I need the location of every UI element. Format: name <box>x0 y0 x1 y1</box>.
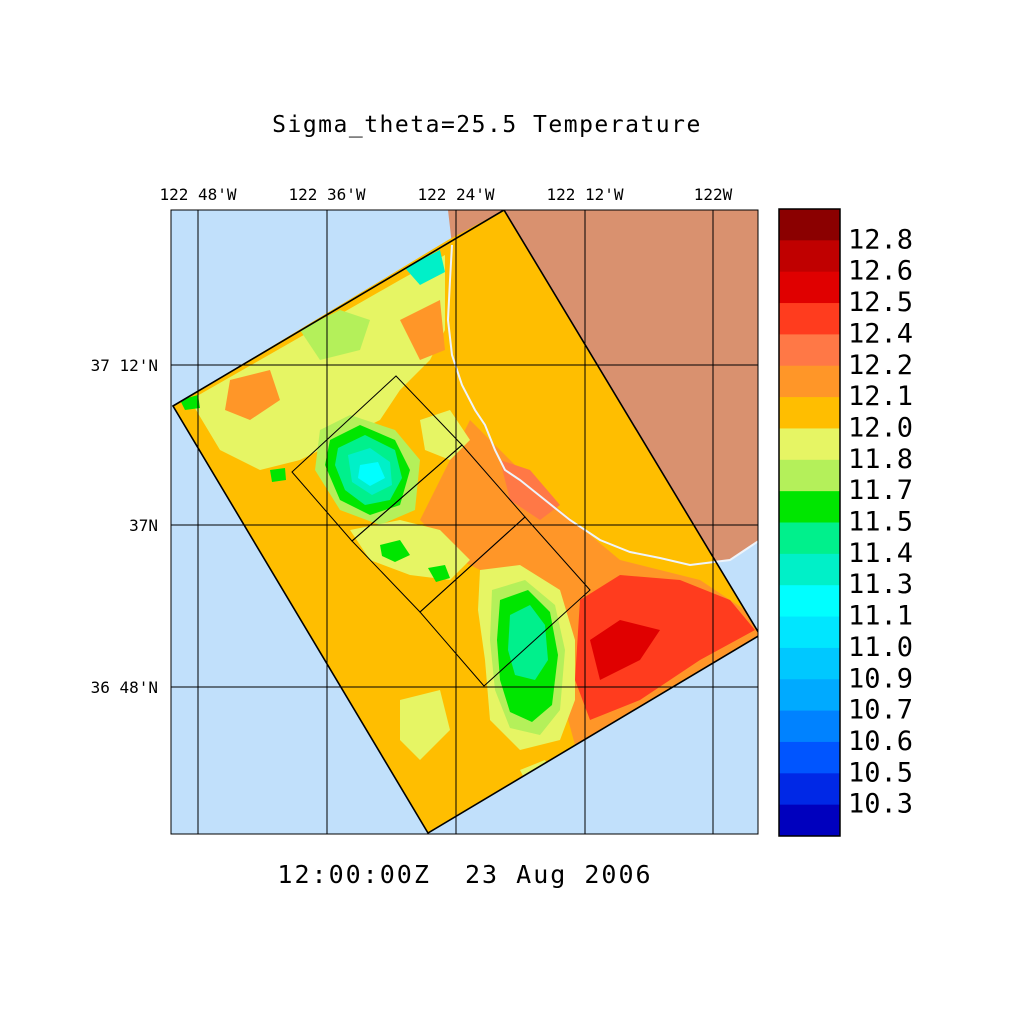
colorbar-swatch <box>779 240 840 273</box>
colorbar-label: 11.4 <box>848 538 913 569</box>
map-title: Sigma_theta=25.5 Temperature <box>272 112 702 138</box>
colorbar-swatch <box>779 491 840 523</box>
colorbar-swatch <box>779 365 840 398</box>
colorbar-swatch <box>779 303 840 335</box>
colorbar-label: 10.6 <box>848 726 913 757</box>
colorbar-swatch <box>779 553 840 586</box>
colorbar-label: 11.8 <box>848 444 913 475</box>
colorbar-swatch <box>779 616 840 649</box>
lon-label: 122 12'W <box>546 185 623 204</box>
colorbar-label: 12.4 <box>848 318 913 349</box>
map-area <box>171 210 758 834</box>
colorbar-label: 11.5 <box>848 507 913 538</box>
colorbar-label: 11.1 <box>848 601 913 632</box>
colorbar-label: 10.5 <box>848 757 913 788</box>
map-frame <box>170 209 759 835</box>
colorbar-swatch <box>779 741 840 774</box>
colorbar-swatch <box>779 679 840 712</box>
lon-label: 122 24'W <box>417 185 494 204</box>
colorbar-label: 12.8 <box>848 224 913 255</box>
lat-label: 37 12'N <box>91 356 158 375</box>
colorbar-label: 12.2 <box>848 350 913 381</box>
colorbar-label: 12.0 <box>848 412 913 443</box>
colorbar-swatch <box>779 647 840 680</box>
colorbar-swatch <box>779 804 840 837</box>
colorbar-swatch <box>779 334 840 367</box>
model-domain-outline <box>171 210 758 834</box>
colorbar-label: 12.5 <box>848 287 913 318</box>
lon-label: 122 36'W <box>288 185 365 204</box>
colorbar-label: 10.9 <box>848 663 913 694</box>
colorbar-swatch <box>779 459 840 492</box>
lon-label: 122W <box>694 185 733 204</box>
subdomain-boxes <box>291 375 591 687</box>
graticule <box>171 210 758 834</box>
colorbar: 12.812.612.512.412.212.112.011.811.711.5… <box>778 208 913 837</box>
colorbar-label: 10.7 <box>848 695 913 726</box>
colorbar-label: 10.3 <box>848 789 913 820</box>
colorbar-swatch <box>779 397 840 429</box>
colorbar-frame <box>778 208 841 837</box>
colorbar-swatch <box>779 428 840 461</box>
colorbar-swatch <box>779 209 840 241</box>
colorbar-label: 12.6 <box>848 256 913 287</box>
colorbar-swatch <box>779 710 840 743</box>
colorbar-swatch <box>779 522 840 555</box>
timestamp: 12:00:00Z 23 Aug 2006 <box>277 860 652 889</box>
lon-label: 122 48'W <box>159 185 236 204</box>
colorbar-label: 11.0 <box>848 632 913 663</box>
colorbar-label: 11.3 <box>848 569 913 600</box>
lat-label: 37N <box>129 516 158 535</box>
colorbar-swatch <box>779 773 840 806</box>
colorbar-swatch <box>779 585 840 618</box>
colorbar-swatch <box>779 271 840 304</box>
lat-label: 36 48'N <box>91 678 158 697</box>
colorbar-label: 12.1 <box>848 381 913 412</box>
colorbar-label: 11.7 <box>848 475 913 506</box>
